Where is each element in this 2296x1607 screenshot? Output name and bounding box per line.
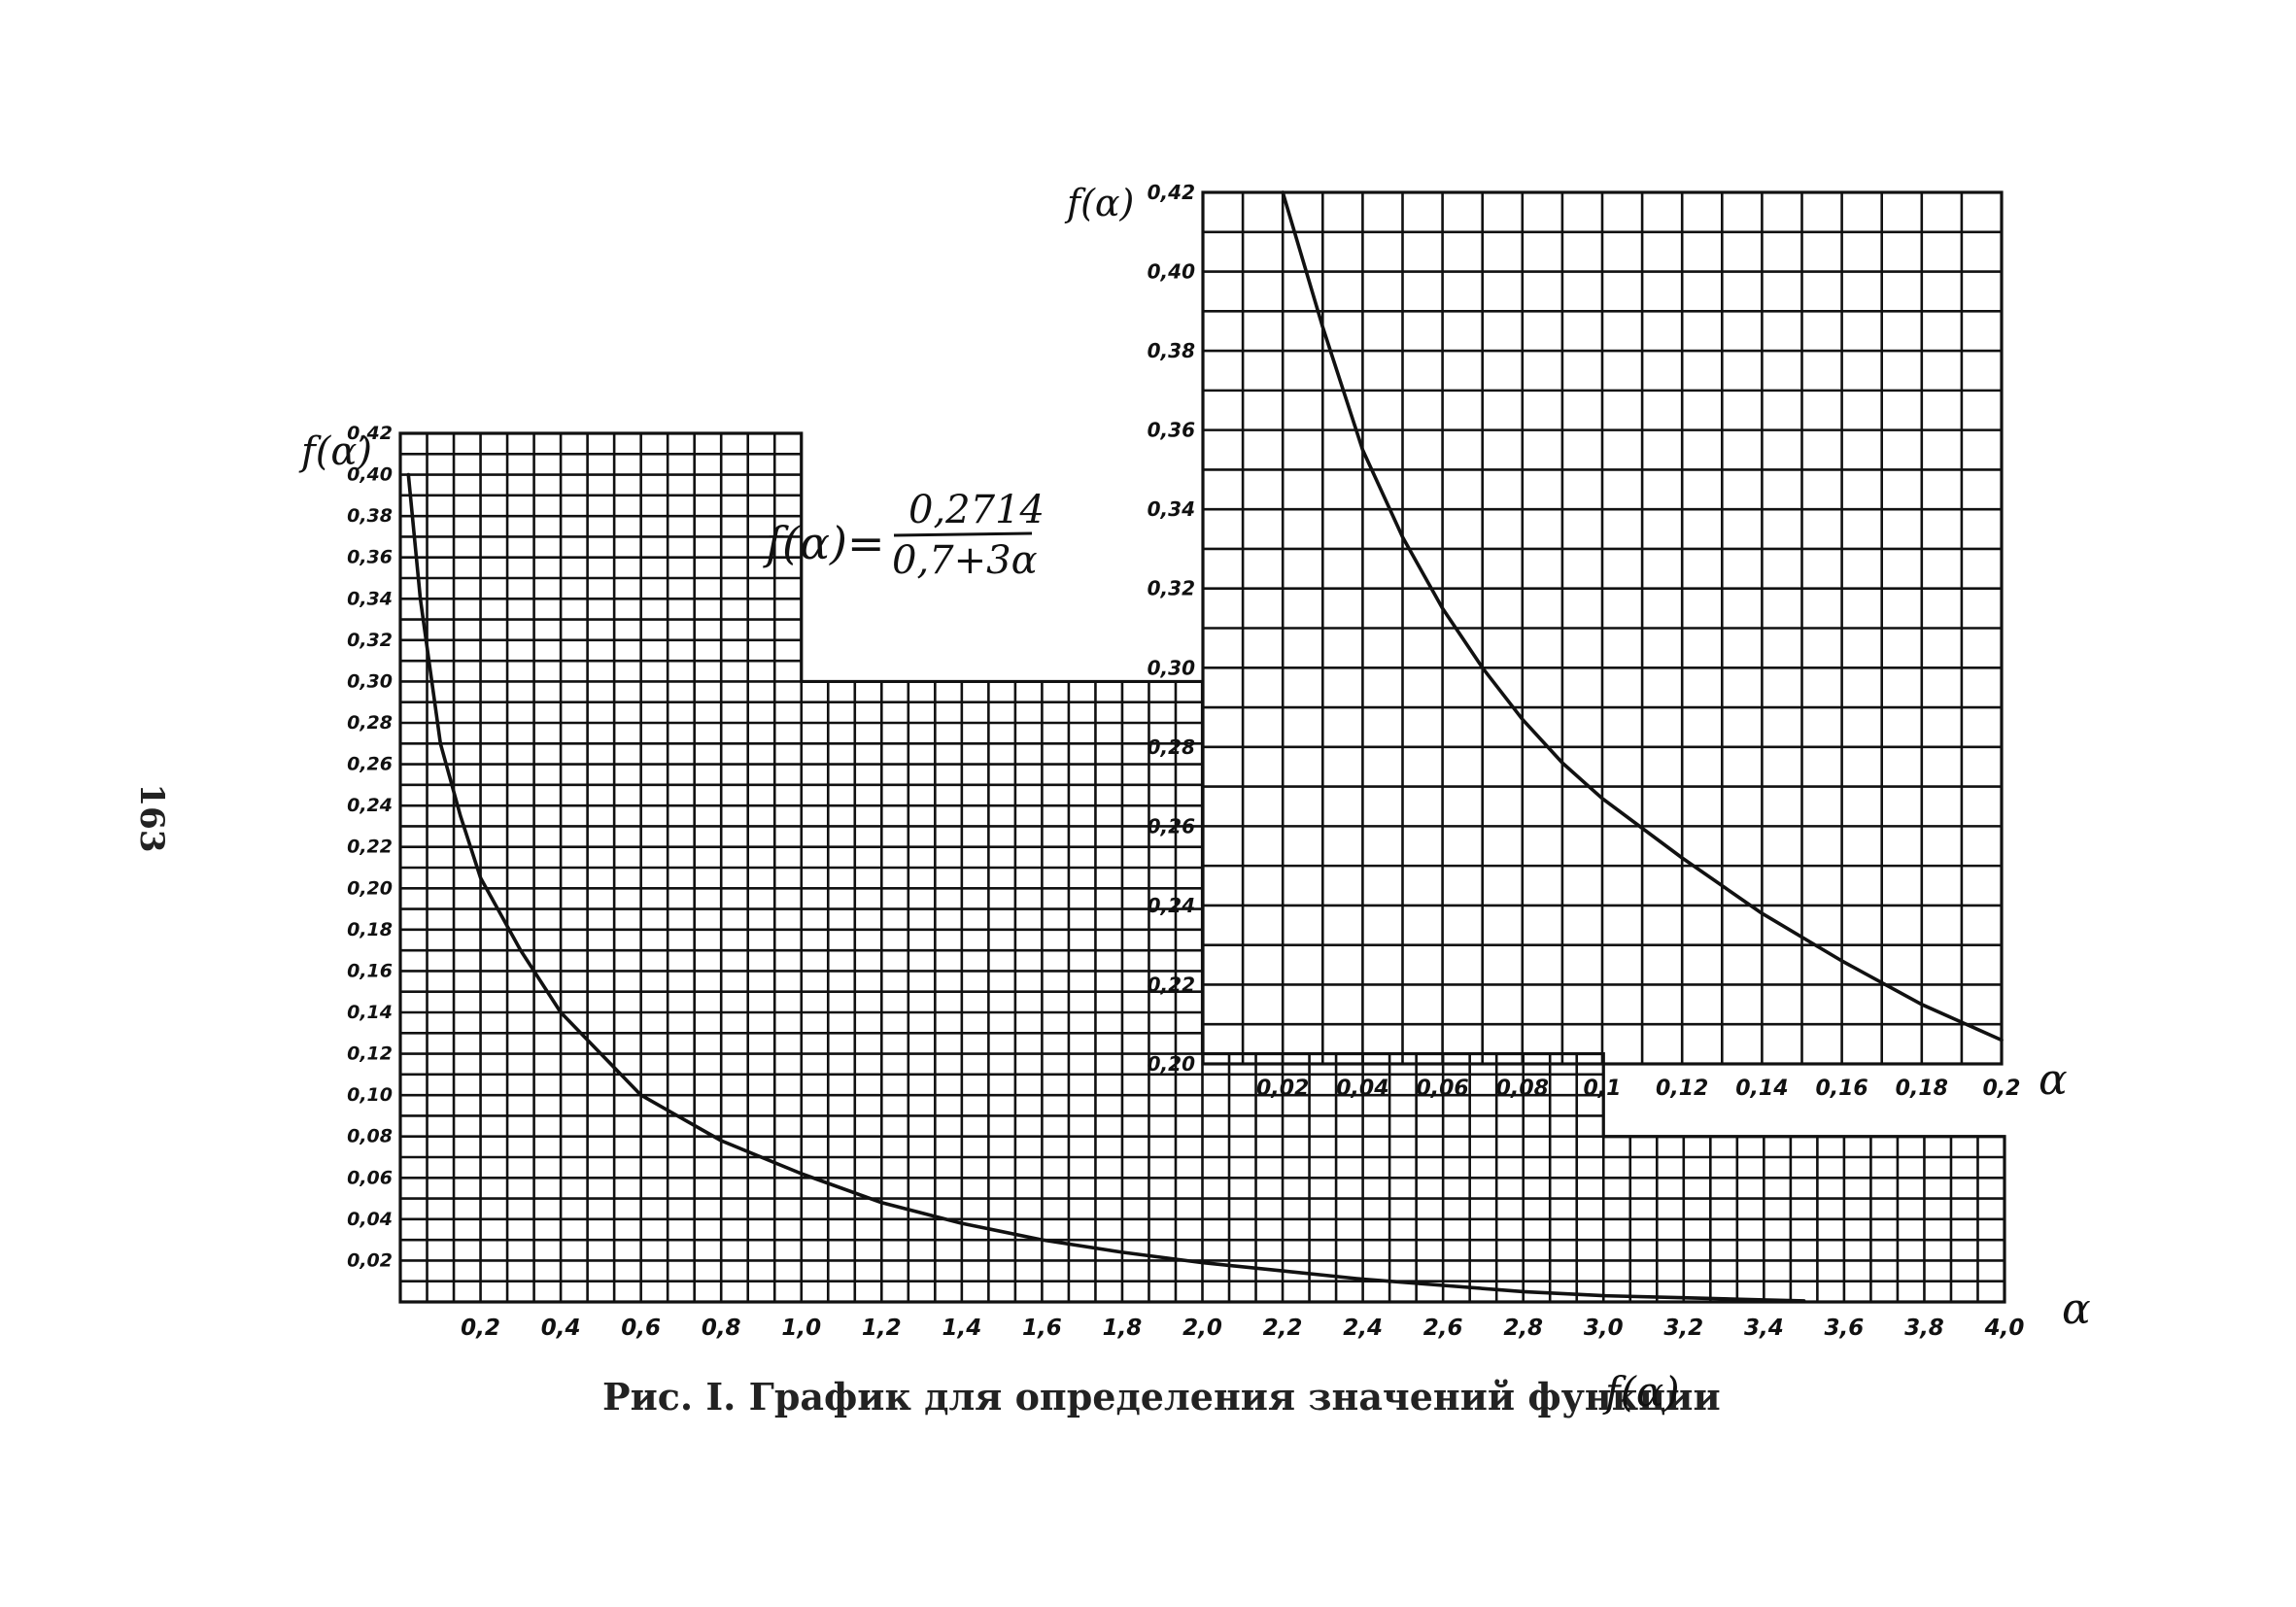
inset-x-tick-label: 0,18 — [1896, 1077, 1948, 1101]
main-y-tick-label: 0,36 — [347, 547, 393, 568]
formula-fraction-bar — [893, 531, 1033, 537]
main-y-tick-label: 0,22 — [347, 837, 393, 858]
formula-denominator: 0,7+3α — [892, 538, 1038, 583]
inset-y-tick-label: 0,30 — [1148, 656, 1195, 679]
main-y-tick-label: 0,28 — [347, 712, 393, 734]
main-y-tick-labels: 0,02 0,04 0,06 0,08 0,10 0,12 0,14 0,16 0,18 0,20… — [347, 423, 393, 1271]
main-x-tick-label: 0,8 — [702, 1316, 741, 1341]
inset-y-tick-label: 0,32 — [1148, 577, 1195, 600]
formula-lhs: f(α)= — [763, 517, 885, 569]
formula: f(α)= 0,2714 0,7+3α — [763, 488, 1045, 583]
inset-x-tick-label: 0,04 — [1336, 1077, 1388, 1101]
inset-curve — [1281, 190, 2004, 1043]
main-x-tick-label: 2,0 — [1182, 1316, 1222, 1341]
page-number: 163 — [132, 784, 171, 853]
inset-y-tick-label: 0,28 — [1148, 735, 1195, 759]
main-y-tick-label: 0,40 — [347, 464, 393, 486]
main-x-axis-label: α — [2062, 1284, 2091, 1334]
inset-y-tick-label: 0,24 — [1148, 894, 1195, 917]
inset-x-tick-label: 0,02 — [1256, 1077, 1309, 1101]
main-y-tick-label: 0,26 — [347, 754, 393, 775]
inset-x-tick-label: 0,06 — [1416, 1077, 1468, 1101]
main-x-tick-label: 4,0 — [1984, 1316, 2025, 1341]
main-y-tick-label: 0,12 — [347, 1043, 393, 1065]
inset-x-tick-label: 0,1 — [1584, 1077, 1622, 1101]
inset-x-tick-label: 0,2 — [1983, 1077, 2021, 1101]
inset-x-tick-label: 0,16 — [1815, 1077, 1868, 1101]
inset-y-tick-label: 0,42 — [1148, 181, 1195, 204]
main-y-tick-label: 0,08 — [347, 1126, 393, 1147]
inset-x-tick-label: 0,14 — [1735, 1077, 1788, 1101]
main-x-tick-label: 1,6 — [1022, 1316, 1062, 1341]
main-y-tick-label: 0,02 — [347, 1249, 393, 1271]
main-y-tick-label: 0,18 — [347, 919, 393, 940]
main-y-tick-label: 0,42 — [347, 423, 393, 444]
formula-numerator: 0,2714 — [908, 488, 1045, 532]
main-chart: 0,020,040,060,080,100,120,140,160,180,20… — [298, 423, 2091, 1341]
inset-y-tick-label: 0,40 — [1148, 260, 1195, 284]
main-x-tick-label: 0,4 — [541, 1316, 581, 1341]
main-x-tick-label: 3,6 — [1825, 1316, 1865, 1341]
main-y-tick-label: 0,38 — [347, 505, 393, 527]
inset-x-tick-label: 0,12 — [1656, 1077, 1708, 1101]
main-x-tick-label: 3,8 — [1904, 1316, 1944, 1341]
caption-text: Рис. I. График для определения значений … — [602, 1375, 1721, 1419]
inset-y-tick-label: 0,22 — [1148, 973, 1195, 996]
main-curve — [406, 472, 1806, 1303]
main-x-tick-label: 3,0 — [1584, 1316, 1624, 1341]
main-x-tick-labels: 0,2 0,4 0,6 0,8 1,0 1,2 1,4 1,6 1,8 2,0 2,2 2,4 2,6 2… — [461, 1316, 2024, 1341]
main-x-tick-label: 3,4 — [1744, 1316, 1784, 1341]
main-x-tick-label: 2,2 — [1263, 1316, 1303, 1341]
main-y-tick-label: 0,10 — [347, 1084, 393, 1106]
main-y-tick-label: 0,06 — [347, 1167, 393, 1188]
inset-chart: 0,20 0,22 0,24 0,26 0,28 0,30 0,32 0,34 0,36 0,38… — [1064, 181, 2068, 1105]
inset-x-tick-labels: 0,02 0,04 0,06 0,08 0,1 0,12 0,14 0,16 0,18 0,2 — [1256, 1077, 2020, 1101]
main-x-tick-label: 2,4 — [1343, 1316, 1383, 1341]
main-y-tick-label: 0,32 — [347, 630, 393, 651]
main-x-tick-label: 1,2 — [862, 1316, 902, 1341]
main-x-tick-label: 2,8 — [1503, 1316, 1543, 1341]
caption-function-symbol: f(α) — [1602, 1368, 1680, 1416]
main-x-tick-label: 0,6 — [621, 1316, 661, 1341]
inset-y-tick-label: 0,20 — [1148, 1052, 1195, 1076]
inset-y-tick-label: 0,36 — [1148, 419, 1195, 442]
inset-y-tick-label: 0,38 — [1148, 339, 1195, 362]
main-x-tick-label: 1,8 — [1103, 1316, 1143, 1341]
inset-grid — [1201, 190, 2004, 1066]
inset-y-tick-label: 0,34 — [1148, 497, 1195, 521]
main-y-tick-label: 0,30 — [347, 670, 393, 692]
main-x-tick-label: 3,2 — [1663, 1316, 1703, 1341]
main-y-tick-label: 0,16 — [347, 960, 393, 981]
inset-x-axis-label: α — [2039, 1055, 2068, 1105]
main-y-tick-label: 0,14 — [347, 1002, 393, 1023]
inset-y-axis-label: f(α) — [1064, 182, 1134, 224]
main-x-tick-label: 2,6 — [1423, 1316, 1463, 1341]
main-x-tick-label: 1,0 — [781, 1316, 821, 1341]
main-x-tick-label: 1,4 — [942, 1316, 981, 1341]
main-y-tick-label: 0,34 — [347, 588, 393, 609]
inset-x-tick-label: 0,08 — [1496, 1077, 1549, 1101]
inset-y-tick-label: 0,26 — [1148, 814, 1195, 838]
main-y-tick-label: 0,24 — [347, 795, 393, 816]
main-x-tick-label: 0,2 — [461, 1316, 500, 1341]
main-y-tick-label: 0,04 — [347, 1209, 393, 1230]
inset-y-tick-labels: 0,20 0,22 0,24 0,26 0,28 0,30 0,32 0,34 0,36 0,38… — [1148, 181, 1195, 1076]
main-y-axis-label: f(α) — [298, 429, 372, 474]
main-y-tick-label: 0,20 — [347, 877, 393, 899]
caption: Рис. I. График для определения значений … — [602, 1368, 1721, 1419]
inset-frame — [1201, 190, 2004, 1066]
